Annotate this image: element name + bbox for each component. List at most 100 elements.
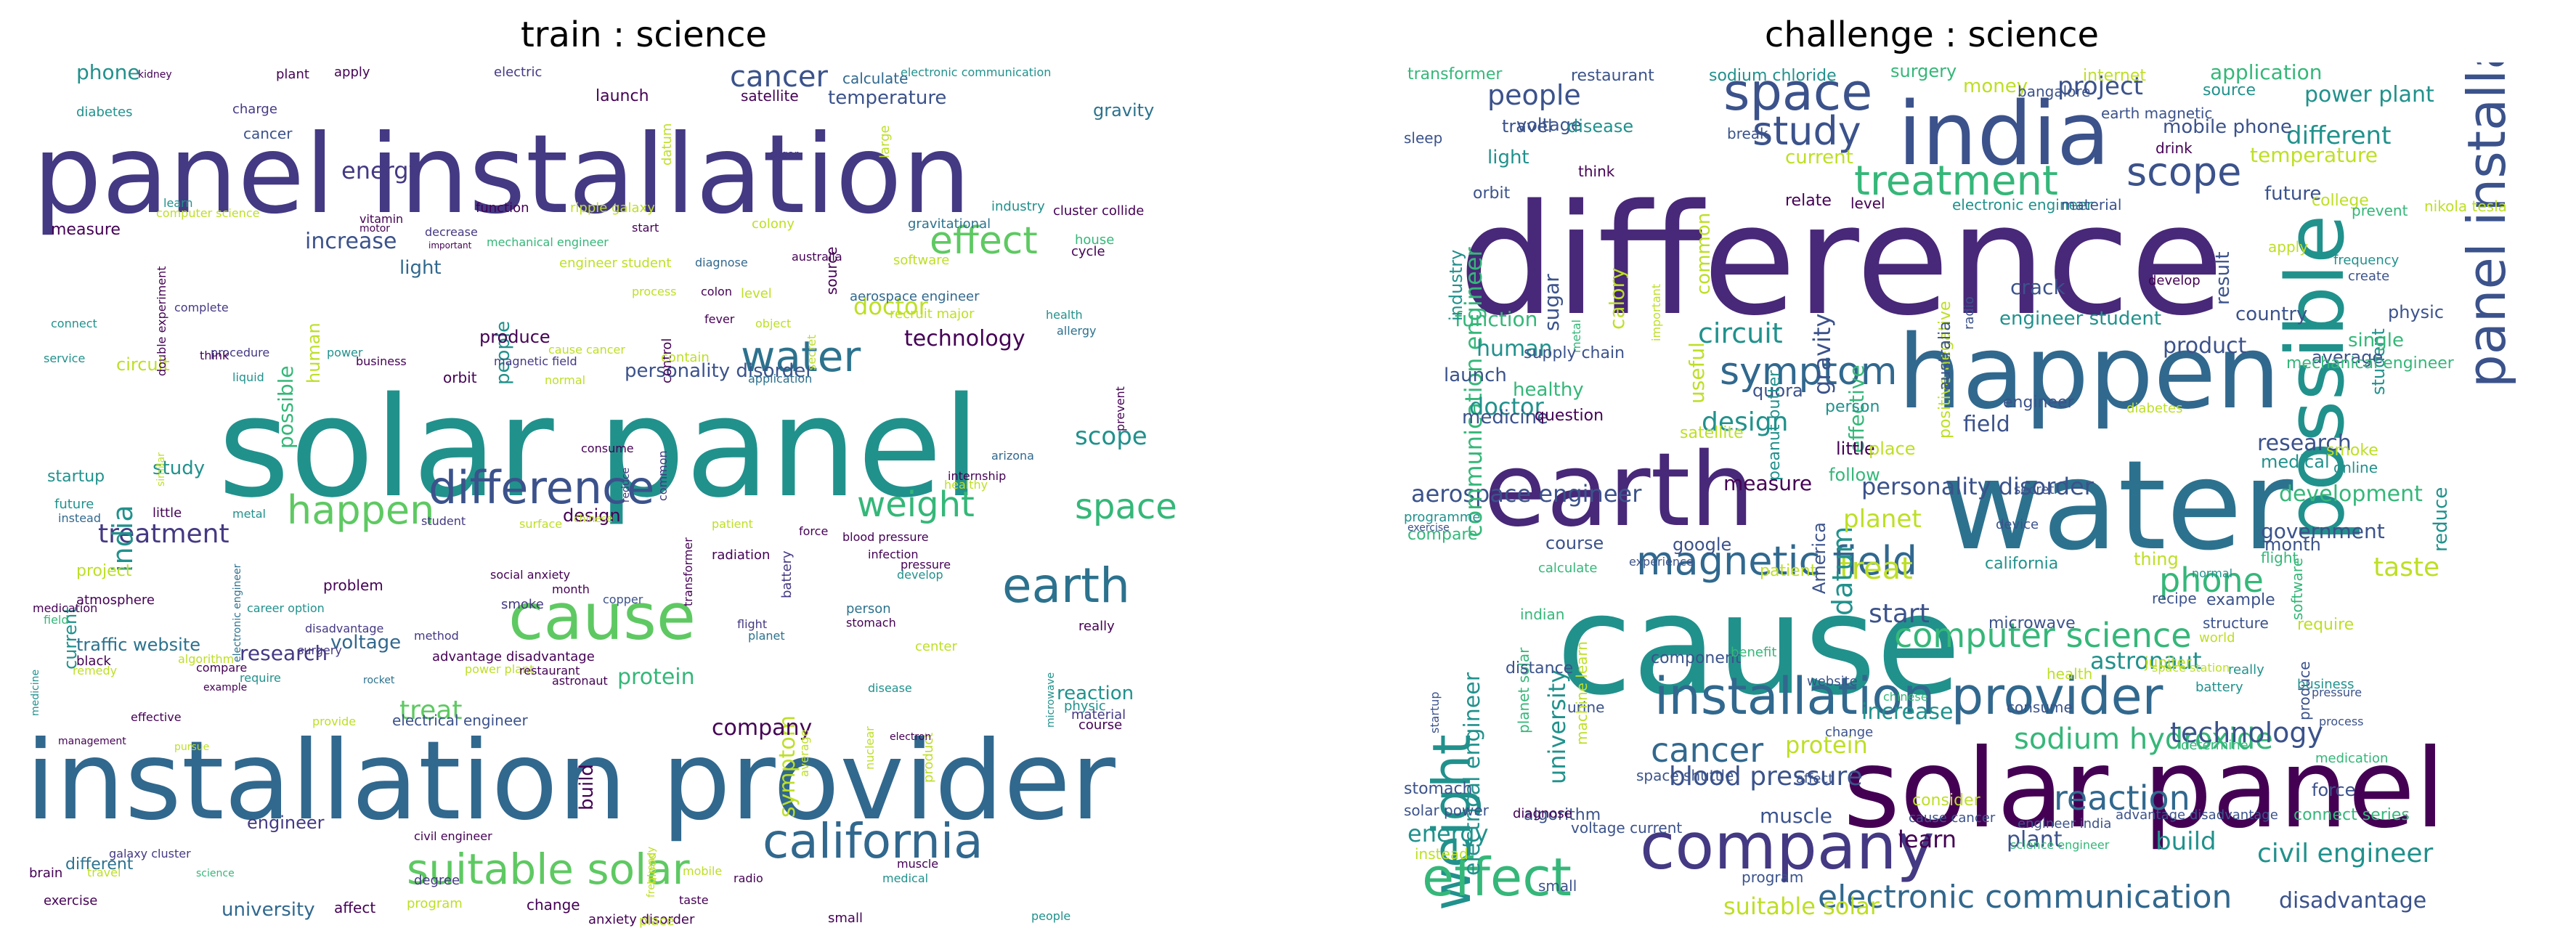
cloud-word: require bbox=[240, 671, 281, 685]
cloud-word: astronaut bbox=[552, 674, 608, 688]
cloud-word: surgery bbox=[298, 643, 342, 657]
cloud-word: sleep bbox=[1404, 129, 1443, 147]
cloud-word: electrical engineer bbox=[392, 712, 528, 729]
cloud-word: traffic website bbox=[76, 635, 200, 655]
cloud-word: country bbox=[2235, 304, 2308, 325]
cloud-word: house bbox=[1075, 232, 1115, 248]
cloud-word: technology bbox=[904, 326, 1025, 351]
cloud-word: circuit bbox=[1698, 317, 1783, 349]
cloud-word: research bbox=[240, 641, 328, 665]
cloud-word: treat bbox=[399, 696, 463, 725]
cloud-word: research bbox=[2257, 431, 2352, 456]
cloud-word: health bbox=[2047, 665, 2093, 683]
cloud-word: procedure bbox=[211, 346, 270, 359]
cloud-word: voltage bbox=[1516, 115, 1582, 135]
cloud-word: company bbox=[712, 715, 813, 741]
cloud-word: travel bbox=[87, 866, 121, 879]
cloud-word: problem bbox=[323, 577, 383, 594]
cloud-word: human bbox=[304, 322, 324, 383]
cloud-word: secret bbox=[805, 334, 818, 370]
cloud-word: urine bbox=[1567, 699, 1605, 716]
cloud-word: develop bbox=[2148, 273, 2201, 288]
cloud-word: doctor bbox=[1469, 393, 1544, 420]
cloud-word: example bbox=[203, 682, 248, 693]
cloud-word: metal bbox=[232, 507, 266, 521]
cloud-word: common bbox=[656, 450, 670, 501]
cloud-word: industry bbox=[1446, 249, 1466, 321]
cloud-word: crack bbox=[2010, 275, 2065, 299]
cloud-word: prevent bbox=[1113, 386, 1127, 431]
cloud-word: planet bbox=[748, 629, 785, 643]
cloud-word: satellite bbox=[741, 87, 799, 105]
cloud-word: light bbox=[399, 257, 442, 279]
cloud-word: diabetes bbox=[76, 105, 133, 120]
cloud-word: power plant bbox=[465, 662, 535, 676]
cloud-word: month bbox=[2264, 534, 2321, 555]
cloud-word: break bbox=[1727, 125, 1768, 142]
cloud-word: australia bbox=[792, 250, 842, 264]
cloud-word: important bbox=[428, 240, 472, 251]
cloud-word: orbit bbox=[1473, 184, 1511, 203]
cloud-word: reduce bbox=[620, 467, 632, 503]
cloud-word: scope bbox=[1075, 422, 1147, 451]
cloud-word: microwave bbox=[1045, 672, 1057, 728]
cloud-word: example bbox=[2206, 591, 2275, 609]
cloud-word: double experiment bbox=[155, 266, 168, 376]
cloud-word: design bbox=[563, 505, 621, 526]
cloud-word: average bbox=[2312, 347, 2384, 367]
cloud-word: satellite bbox=[1680, 424, 1744, 442]
cloud-word: business bbox=[2297, 677, 2354, 692]
cloud-word: magnetic field bbox=[494, 354, 577, 368]
cloud-word: connect series bbox=[2293, 806, 2410, 824]
cloud-word: instead bbox=[1415, 845, 1468, 863]
cloud-word: field bbox=[1963, 412, 2010, 437]
panel-title: train : science bbox=[520, 15, 768, 55]
cloud-word: happen bbox=[1898, 314, 2281, 432]
cloud-word: business bbox=[356, 354, 407, 368]
cloud-word: device bbox=[1996, 517, 2039, 532]
cloud-word: develop bbox=[897, 568, 943, 582]
cloud-word: flight bbox=[2261, 549, 2299, 566]
cloud-word: difference bbox=[1458, 171, 2224, 349]
cloud-word: produce bbox=[479, 327, 550, 347]
cloud-word: mechanical engineer bbox=[2286, 354, 2454, 373]
cloud-word: anxiety disorder bbox=[588, 912, 695, 927]
cloud-word: service bbox=[44, 351, 86, 365]
cloud-word: force bbox=[799, 524, 829, 538]
cloud-word: student bbox=[421, 514, 466, 528]
cloud-word: copper bbox=[603, 593, 643, 606]
cloud-word: california bbox=[763, 813, 983, 869]
cloud-word: temperature bbox=[2250, 143, 2378, 167]
word-cloud: solar panel panel installation installatio… bbox=[22, 62, 1184, 931]
cloud-word: fever bbox=[704, 312, 735, 326]
cloud-word: function bbox=[1455, 307, 1538, 331]
cloud-word: temperature bbox=[828, 87, 947, 109]
cloud-word: doctor bbox=[853, 293, 928, 320]
cloud-word: question bbox=[1535, 407, 1604, 425]
word-cloud: difference cause water happen solar panel ear… bbox=[1404, 62, 2566, 931]
cloud-word: reaction bbox=[2054, 778, 2190, 818]
cloud-word: human bbox=[1476, 336, 1553, 362]
cloud-word: indian bbox=[1520, 606, 1565, 623]
cloud-word: prevent bbox=[2352, 202, 2408, 219]
cloud-word: complete bbox=[174, 301, 229, 314]
cloud-word: process bbox=[632, 285, 677, 298]
cloud-word: protein bbox=[617, 664, 695, 690]
cloud-word: quora bbox=[1752, 381, 1803, 401]
cloud-word: design bbox=[1702, 407, 1789, 437]
cloud-word: cancer bbox=[730, 62, 828, 94]
cloud-word: function bbox=[476, 200, 529, 216]
cloud-word: healthy bbox=[944, 478, 988, 492]
cloud-word: google bbox=[1673, 534, 1732, 555]
cloud-word: nikola tesla bbox=[2424, 198, 2507, 215]
cloud-word: sodium chloride bbox=[1709, 67, 1837, 85]
cloud-word: plant bbox=[276, 67, 309, 82]
cloud-word: gravity bbox=[1093, 100, 1155, 121]
panel-title: challenge : science bbox=[1764, 15, 2100, 55]
cloud-word: university bbox=[1543, 669, 1571, 784]
cloud-word: cause bbox=[1556, 565, 1962, 725]
cloud-word: source bbox=[2203, 81, 2256, 99]
cloud-word: algorithm bbox=[1524, 806, 1601, 824]
cloud-word: earth magnetic bbox=[2101, 105, 2213, 122]
cloud-word: planet bbox=[1843, 505, 1922, 534]
